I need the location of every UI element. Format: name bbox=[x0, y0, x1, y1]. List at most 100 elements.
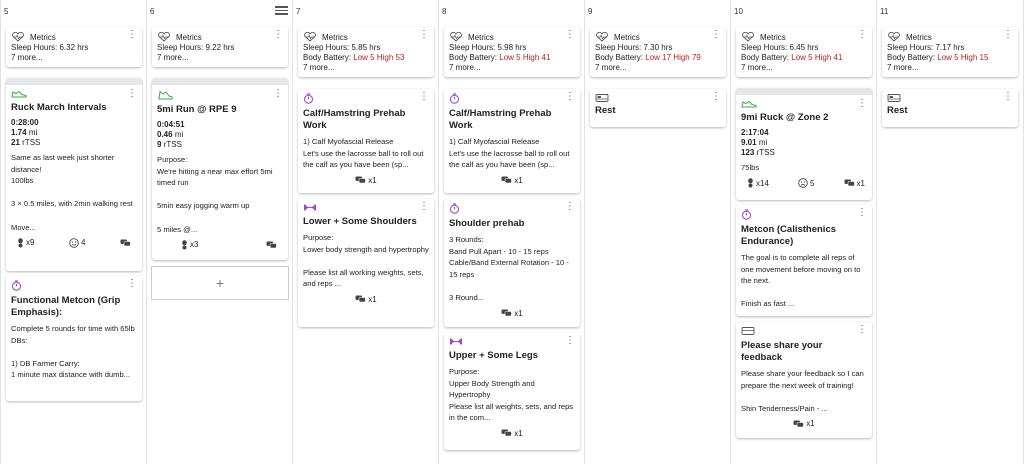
workout-card[interactable]: ⋮ Calf/Hamstring Prehab Work 1) Calf Myo… bbox=[444, 89, 580, 193]
chat-icon[interactable] bbox=[501, 176, 513, 184]
chat-icon[interactable] bbox=[120, 239, 131, 247]
card-menu-icon[interactable]: ⋮ bbox=[127, 29, 137, 40]
card-menu-icon[interactable]: ⋮ bbox=[711, 91, 721, 102]
heartbeat-icon bbox=[888, 32, 900, 42]
metrics-card[interactable]: Metrics ⋮ Sleep Hours: 6.32 hrs 7 more..… bbox=[6, 27, 142, 67]
card-menu-icon[interactable]: ⋮ bbox=[419, 91, 429, 102]
workout-card[interactable]: ⋮ 9mi Ruck @ Zone 2 2:17:04 9.01 mi 123 … bbox=[736, 88, 872, 200]
chat-icon[interactable] bbox=[844, 179, 855, 187]
card-menu-icon[interactable]: ⋮ bbox=[857, 324, 867, 335]
more-link[interactable]: 7 more... bbox=[11, 53, 43, 62]
comment-count: x1 bbox=[368, 294, 377, 304]
stopwatch-icon bbox=[449, 203, 460, 214]
workout-card[interactable]: ⋮ Metcon (Calisthenics Endurance) The go… bbox=[736, 205, 872, 316]
rest-title: Rest bbox=[887, 105, 908, 116]
heartbeat-icon bbox=[158, 32, 170, 42]
comment-count: x1 bbox=[806, 419, 815, 429]
more-link[interactable]: 7 more... bbox=[741, 63, 773, 72]
card-menu-icon[interactable]: ⋮ bbox=[857, 207, 867, 218]
card-menu-icon[interactable]: ⋮ bbox=[273, 88, 283, 99]
battery-label: Body Battery: bbox=[887, 53, 936, 62]
add-workout-button[interactable]: + bbox=[151, 266, 289, 300]
card-menu-icon[interactable]: ⋮ bbox=[565, 335, 575, 346]
rest-card[interactable]: ⋮ Rest bbox=[882, 89, 1018, 127]
chat-icon[interactable] bbox=[501, 429, 513, 437]
sleep-value: 6.32 hrs bbox=[59, 43, 89, 52]
chat-icon[interactable] bbox=[501, 309, 513, 317]
metrics-card[interactable]: Metrics ⋮ Sleep Hours: 9.22 hrs 7 more..… bbox=[152, 27, 288, 67]
sleep-label: Sleep Hours: bbox=[449, 43, 496, 52]
more-link[interactable]: 7 more... bbox=[595, 63, 627, 72]
metrics-label: Metrics bbox=[614, 32, 640, 42]
chat-icon[interactable] bbox=[355, 295, 367, 303]
metrics-label: Metrics bbox=[176, 32, 202, 42]
comment-card[interactable]: ⋮ Please share your feedback Please shar… bbox=[736, 322, 872, 438]
card-menu-icon[interactable]: ⋮ bbox=[565, 91, 575, 102]
card-menu-icon[interactable]: ⋮ bbox=[1003, 91, 1013, 102]
day-column-9: 9 Metrics ⋮ Sleep Hours: 7.30 hrs Body B… bbox=[585, 0, 731, 464]
day-column-7: 7 Metrics ⋮ Sleep Hours: 5.85 hrs Body B… bbox=[293, 0, 439, 464]
battery-value: Low 5 High 41 bbox=[791, 53, 843, 62]
day-number: 5 bbox=[4, 7, 9, 16]
sleep-label: Sleep Hours: bbox=[741, 43, 788, 52]
card-menu-icon[interactable]: ⋮ bbox=[857, 98, 867, 109]
metrics-label: Metrics bbox=[468, 32, 494, 42]
add-icon: + bbox=[215, 275, 225, 291]
more-link[interactable]: 7 more... bbox=[449, 63, 481, 72]
sleep-value: 5.85 hrs bbox=[351, 43, 381, 52]
more-link[interactable]: 7 more... bbox=[303, 63, 335, 72]
metrics-card[interactable]: Metrics ⋮ Sleep Hours: 7.17 hrs Body Bat… bbox=[882, 27, 1018, 77]
battery-value: Low 5 High 15 bbox=[937, 53, 989, 62]
workout-card[interactable]: ⋮ 5mi Run @ RPE 9 0:04:51 0.46 mi 9 rTSS… bbox=[152, 78, 288, 260]
more-link[interactable]: 7 more... bbox=[887, 63, 919, 72]
card-menu-icon[interactable]: ⋮ bbox=[127, 88, 137, 99]
workout-card[interactable]: ⋮ Ruck March Intervals 0:28:00 1.74 mi 2… bbox=[6, 78, 142, 271]
comment-count: x1 bbox=[368, 175, 377, 185]
distance-unit: mi bbox=[28, 128, 38, 137]
workout-description: The goal is to complete all reps of one … bbox=[741, 253, 861, 309]
card-menu-icon[interactable]: ⋮ bbox=[565, 29, 575, 40]
more-link[interactable]: 7 more... bbox=[157, 53, 189, 62]
duration-value: 2:17:04 bbox=[741, 128, 769, 137]
workout-description: Purpose: Upper Body Strength and Hypertr… bbox=[449, 367, 574, 423]
metrics-card[interactable]: Metrics ⋮ Sleep Hours: 7.30 hrs Body Bat… bbox=[590, 27, 726, 77]
workout-description: Same as last week just shorter distance!… bbox=[11, 153, 133, 232]
metrics-card[interactable]: Metrics ⋮ Sleep Hours: 5.98 hrs Body Bat… bbox=[444, 27, 580, 77]
workout-card[interactable]: ⋮ Functional Metcon (Grip Emphasis): Com… bbox=[6, 276, 142, 401]
card-menu-icon[interactable]: ⋮ bbox=[857, 29, 867, 40]
stopwatch-icon bbox=[741, 209, 752, 220]
tss-unit: rTSS bbox=[163, 140, 182, 149]
sleep-label: Sleep Hours: bbox=[303, 43, 350, 52]
card-menu-icon[interactable]: ⋮ bbox=[1003, 29, 1013, 40]
chat-icon[interactable] bbox=[355, 176, 367, 184]
workout-card[interactable]: ⋮ Upper + Some Legs Purpose: Upper Body … bbox=[444, 333, 580, 450]
chat-icon[interactable] bbox=[266, 241, 277, 249]
sleep-value: 9.22 hrs bbox=[205, 43, 235, 52]
card-menu-icon[interactable]: ⋮ bbox=[419, 29, 429, 40]
card-menu-icon[interactable]: ⋮ bbox=[127, 278, 137, 289]
workout-card[interactable]: ⋮ Shoulder prehab 3 Rounds: Band Pull Ap… bbox=[444, 199, 580, 327]
card-menu-icon[interactable]: ⋮ bbox=[273, 29, 283, 40]
card-menu-icon[interactable]: ⋮ bbox=[419, 201, 429, 212]
battery-label: Body Battery: bbox=[741, 53, 790, 62]
comment-count: x1 bbox=[514, 428, 523, 438]
metrics-card[interactable]: Metrics ⋮ Sleep Hours: 6.45 hrs Body Bat… bbox=[736, 27, 872, 77]
tss-value: 123 bbox=[741, 148, 755, 157]
workout-description: Purpose: We're hitting a near max effort… bbox=[157, 155, 273, 234]
rest-card[interactable]: ⋮ Rest bbox=[590, 89, 726, 127]
battery-label: Body Battery: bbox=[595, 53, 644, 62]
shoe-icon bbox=[741, 100, 757, 108]
card-menu-icon[interactable]: ⋮ bbox=[711, 29, 721, 40]
day-number: 8 bbox=[442, 7, 447, 16]
hamburger-icon[interactable] bbox=[275, 6, 288, 15]
shoe-count: x9 bbox=[26, 238, 35, 248]
metrics-card[interactable]: Metrics ⋮ Sleep Hours: 5.85 hrs Body Bat… bbox=[298, 27, 434, 77]
chat-icon[interactable] bbox=[793, 420, 805, 428]
comment-count: x1 bbox=[856, 178, 865, 188]
shoe-count: x14 bbox=[756, 178, 769, 188]
workout-title: Upper + Some Legs bbox=[449, 350, 538, 361]
workout-card[interactable]: ⋮ Lower + Some Shoulders Purpose: Lower … bbox=[298, 199, 434, 327]
workout-card[interactable]: ⋮ Calf/Hamstring Prehab Work 1) Calf Myo… bbox=[298, 89, 434, 193]
card-menu-icon[interactable]: ⋮ bbox=[565, 201, 575, 212]
